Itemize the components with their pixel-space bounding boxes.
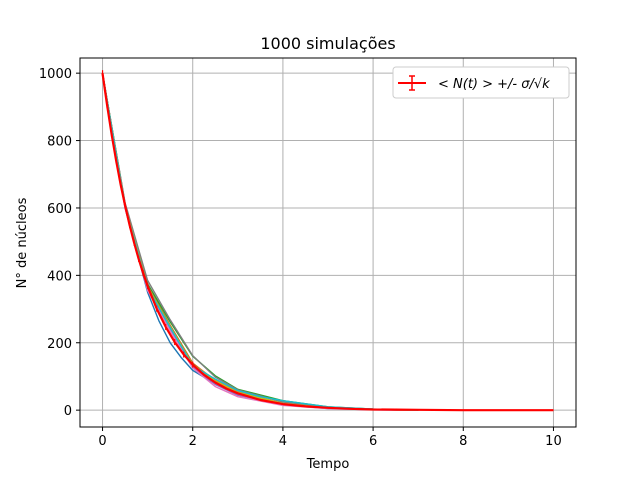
legend: < N(t) > +/- σ/√k — [392, 66, 570, 99]
chart-title: 1000 simulações — [260, 34, 395, 53]
legend-label: < N(t) > +/- σ/√k — [438, 77, 550, 92]
x-tick-label: 8 — [459, 434, 467, 449]
legend-box — [392, 66, 570, 99]
y-axis-label: N° de núcleos — [15, 197, 30, 288]
y-tick-label: 0 — [64, 404, 72, 419]
x-tick-label: 6 — [369, 434, 377, 449]
x-axis-ticks: 0 2 4 6 8 10 — [98, 427, 562, 449]
y-tick-label: 400 — [47, 269, 72, 284]
y-tick-label: 1000 — [39, 67, 72, 82]
x-tick-label: 10 — [545, 434, 562, 449]
y-tick-label: 200 — [47, 337, 72, 352]
grid — [80, 58, 576, 427]
y-tick-label: 600 — [47, 202, 72, 217]
x-axis-label: Tempo — [306, 457, 350, 472]
y-tick-label: 800 — [47, 135, 72, 150]
x-tick-label: 0 — [98, 434, 106, 449]
y-axis-ticks: 0 200 400 600 800 1000 — [39, 67, 80, 419]
x-tick-label: 2 — [189, 434, 197, 449]
x-tick-label: 4 — [279, 434, 287, 449]
mean-series-group — [101, 70, 554, 412]
plot-frame — [79, 57, 577, 428]
